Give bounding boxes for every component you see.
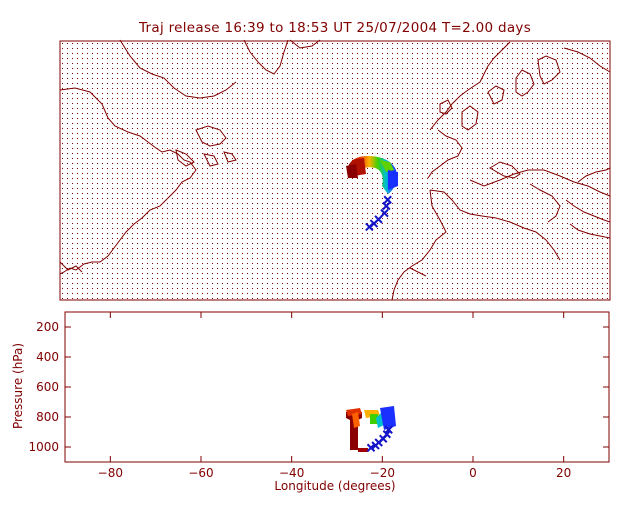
- map-frame: [59, 40, 611, 301]
- y-tick-label: 600: [36, 380, 59, 394]
- map-cross-marker: [382, 201, 391, 211]
- pressure-panel: −80 −60 −40 −20 0 20 200 400 600 800 1000 Pressure…: [11, 311, 610, 493]
- map-cross-marker: [383, 195, 392, 204]
- y-tick-label: 200: [36, 320, 59, 334]
- pressure-crosses: [366, 425, 393, 452]
- y-tick-label: 400: [36, 350, 59, 364]
- map-dot-grid: [60, 41, 610, 300]
- x-tick-label: −60: [188, 466, 213, 480]
- chart-title: Traj release 16:39 to 18:53 UT 25/07/200…: [138, 20, 532, 36]
- pressure-trajectory-cluster: [346, 406, 396, 452]
- pressure-axes: −80 −60 −40 −20 0 20 200 400 600 800 1000: [28, 312, 609, 480]
- pressure-cross-marker: [382, 430, 392, 439]
- pressure-cross-marker: [384, 425, 393, 434]
- coastlines: [59, 39, 611, 301]
- x-tick-label: −20: [370, 466, 395, 480]
- y-tick-label: 1000: [28, 440, 59, 454]
- x-tick-label: −80: [98, 466, 123, 480]
- map-panel: [59, 39, 611, 301]
- pressure-frame: [64, 311, 610, 463]
- x-tick-label: 0: [469, 466, 477, 480]
- x-axis-label: Longitude (degrees): [274, 479, 395, 493]
- map-cross-marker: [374, 215, 383, 224]
- x-tick-label: −40: [279, 466, 304, 480]
- map-crosses: [365, 195, 392, 232]
- pressure-cross-marker: [366, 443, 376, 452]
- map-cross-marker: [380, 208, 389, 218]
- x-tick-label: 20: [556, 466, 571, 480]
- map-trajectory-cluster: [346, 156, 398, 194]
- y-axis-label: Pressure (hPa): [11, 343, 25, 429]
- y-tick-label: 800: [36, 410, 59, 424]
